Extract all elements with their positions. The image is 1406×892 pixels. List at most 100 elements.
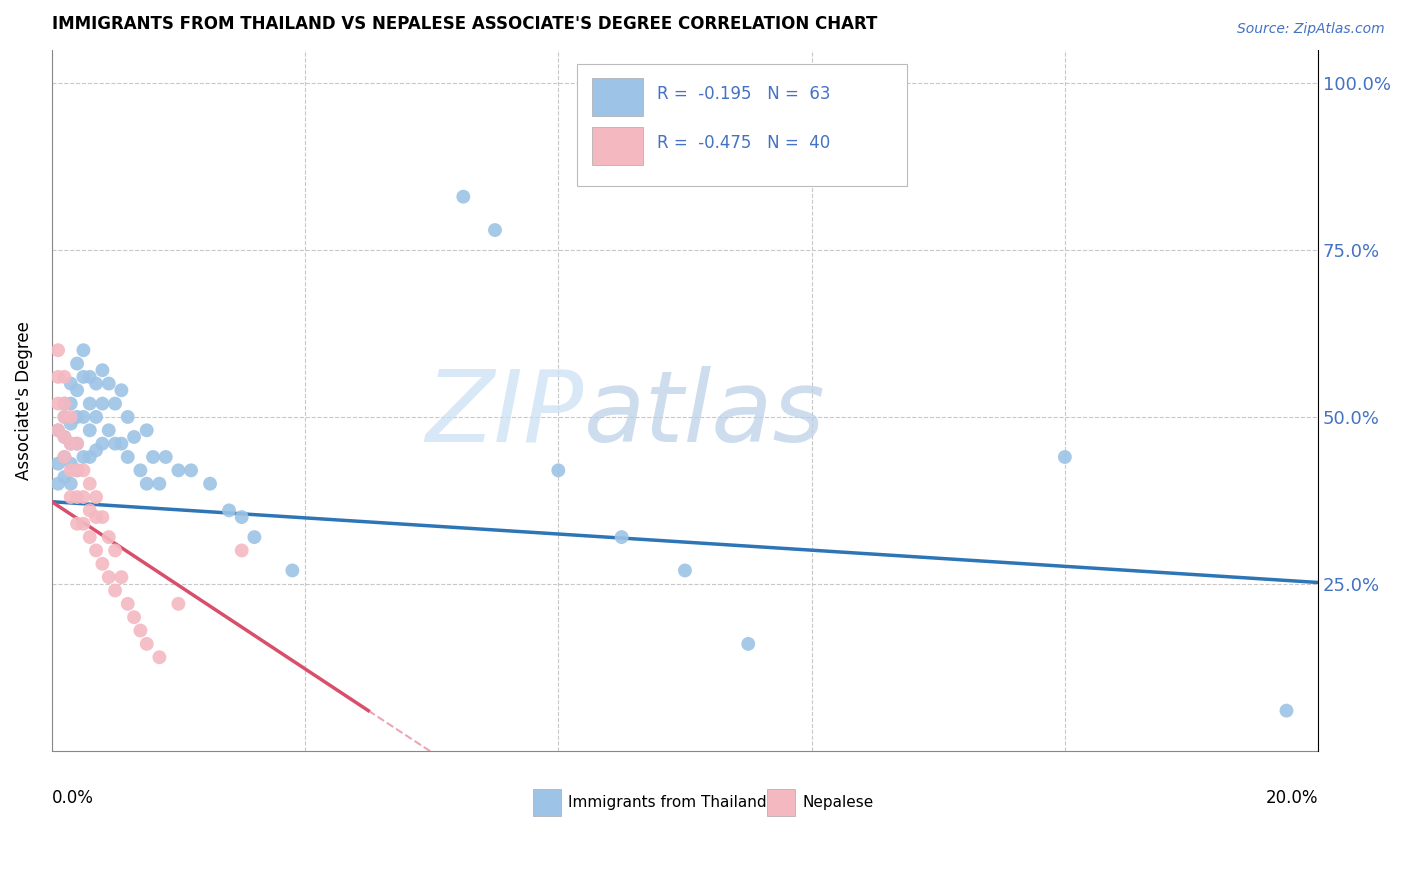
Text: 0.0%: 0.0% xyxy=(52,789,94,807)
Point xyxy=(46,370,69,384)
Point xyxy=(59,436,82,450)
Point xyxy=(59,463,82,477)
Point xyxy=(72,370,94,384)
Point xyxy=(84,510,107,524)
Point xyxy=(53,430,76,444)
Y-axis label: Associate's Degree: Associate's Degree xyxy=(15,321,32,480)
Point xyxy=(610,530,633,544)
Text: R =  -0.475   N =  40: R = -0.475 N = 40 xyxy=(657,134,831,152)
Point xyxy=(46,423,69,437)
Point xyxy=(135,423,157,437)
Point xyxy=(66,463,89,477)
Point xyxy=(72,463,94,477)
Point xyxy=(135,637,157,651)
Point xyxy=(53,450,76,464)
Point xyxy=(46,343,69,358)
Point xyxy=(117,450,139,464)
FancyBboxPatch shape xyxy=(592,127,643,166)
Point xyxy=(110,570,132,584)
Point xyxy=(84,443,107,458)
Point xyxy=(59,417,82,431)
FancyBboxPatch shape xyxy=(768,789,796,816)
Point xyxy=(66,516,89,531)
Text: Source: ZipAtlas.com: Source: ZipAtlas.com xyxy=(1237,22,1385,37)
Point xyxy=(59,396,82,410)
Point xyxy=(53,396,76,410)
Point xyxy=(1275,704,1298,718)
Point xyxy=(79,450,101,464)
Point xyxy=(72,450,94,464)
Point xyxy=(59,490,82,504)
Text: 20.0%: 20.0% xyxy=(1265,789,1319,807)
Point xyxy=(79,423,101,437)
Point xyxy=(547,463,569,477)
Point xyxy=(148,476,170,491)
Point xyxy=(79,530,101,544)
Point xyxy=(46,457,69,471)
Point xyxy=(59,436,82,450)
Point xyxy=(1053,450,1076,464)
Point xyxy=(91,557,114,571)
Point xyxy=(59,476,82,491)
Point xyxy=(66,490,89,504)
FancyBboxPatch shape xyxy=(578,64,907,186)
Point xyxy=(142,450,165,464)
Point xyxy=(66,436,89,450)
Point xyxy=(104,543,127,558)
Point xyxy=(281,564,304,578)
Point xyxy=(737,637,759,651)
Point xyxy=(66,409,89,424)
Point xyxy=(218,503,240,517)
Point xyxy=(104,396,127,410)
Point xyxy=(84,409,107,424)
Point xyxy=(66,357,89,371)
Point xyxy=(198,476,221,491)
Point xyxy=(231,543,253,558)
Point xyxy=(104,436,127,450)
Point xyxy=(53,370,76,384)
Point xyxy=(180,463,202,477)
Point xyxy=(243,530,266,544)
Point xyxy=(129,463,152,477)
Point xyxy=(46,476,69,491)
Text: atlas: atlas xyxy=(583,366,825,463)
Point xyxy=(59,409,82,424)
Point xyxy=(59,376,82,391)
Point xyxy=(72,409,94,424)
Point xyxy=(79,476,101,491)
Point xyxy=(53,470,76,484)
Point xyxy=(59,457,82,471)
Point xyxy=(122,430,145,444)
Point xyxy=(129,624,152,638)
Point xyxy=(110,383,132,397)
Point xyxy=(231,510,253,524)
Point xyxy=(84,490,107,504)
Point xyxy=(66,463,89,477)
Point xyxy=(72,490,94,504)
Point xyxy=(91,510,114,524)
Point xyxy=(97,570,120,584)
Point xyxy=(53,396,76,410)
Text: Immigrants from Thailand: Immigrants from Thailand xyxy=(568,795,768,810)
Point xyxy=(97,423,120,437)
Point xyxy=(84,376,107,391)
Point xyxy=(117,409,139,424)
FancyBboxPatch shape xyxy=(533,789,561,816)
Point xyxy=(148,650,170,665)
Point xyxy=(110,436,132,450)
Point xyxy=(53,409,76,424)
Point xyxy=(97,530,120,544)
Point xyxy=(122,610,145,624)
Point xyxy=(91,363,114,377)
Point xyxy=(117,597,139,611)
Point xyxy=(673,564,696,578)
FancyBboxPatch shape xyxy=(592,78,643,117)
Point xyxy=(79,370,101,384)
Point xyxy=(53,409,76,424)
Point xyxy=(46,423,69,437)
Point xyxy=(72,343,94,358)
Point xyxy=(72,516,94,531)
Point xyxy=(91,396,114,410)
Text: Nepalese: Nepalese xyxy=(803,795,875,810)
Point xyxy=(53,430,76,444)
